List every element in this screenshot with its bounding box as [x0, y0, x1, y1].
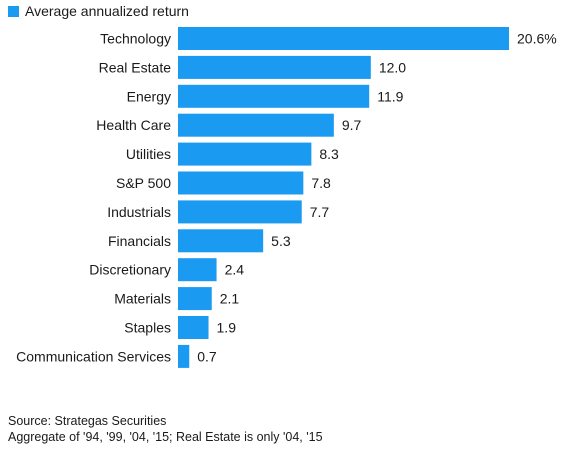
value-label: 20.6%	[517, 31, 557, 47]
category-label: S&P 500	[116, 175, 171, 191]
value-label: 1.9	[217, 320, 237, 336]
legend-swatch	[8, 6, 19, 17]
bar	[178, 316, 209, 339]
category-label: Health Care	[96, 117, 171, 133]
source-note: Source: Strategas Securities	[8, 414, 167, 428]
value-label: 11.9	[377, 88, 403, 104]
category-label: Utilities	[126, 146, 171, 162]
bar	[178, 55, 371, 79]
value-label: 7.8	[311, 175, 331, 191]
value-label: 9.7	[342, 117, 362, 133]
bar	[178, 27, 509, 50]
category-label: Communication Services	[16, 348, 171, 364]
category-label: Real Estate	[99, 59, 172, 75]
bar	[178, 84, 370, 108]
bar	[178, 171, 304, 195]
category-label: Staples	[124, 320, 171, 336]
category-label: Materials	[114, 291, 171, 307]
bar	[178, 344, 190, 368]
bar	[178, 287, 212, 311]
value-label: 5.3	[271, 233, 291, 249]
bar	[178, 229, 264, 253]
category-label: Industrials	[107, 204, 171, 220]
bar	[178, 200, 302, 224]
aggregate-note: Aggregate of '94, '99, '04, '15; Real Es…	[8, 430, 323, 444]
bar	[178, 113, 334, 137]
value-label: 12.0	[379, 59, 406, 75]
bar	[178, 258, 217, 282]
value-label: 0.7	[197, 348, 217, 364]
value-label: 2.1	[220, 291, 240, 307]
value-label: 2.4	[225, 262, 245, 278]
legend-label: Average annualized return	[25, 3, 189, 19]
category-label: Discretionary	[89, 262, 171, 278]
bars-group: Technology 20.6% Real Estate 12.0 Energy 11.9…	[16, 27, 557, 368]
category-label: Technology	[100, 31, 171, 47]
category-label: Energy	[127, 88, 171, 104]
value-label: 7.7	[310, 204, 330, 220]
value-label: 8.3	[319, 146, 339, 162]
bar	[178, 142, 312, 166]
category-label: Financials	[108, 233, 171, 249]
